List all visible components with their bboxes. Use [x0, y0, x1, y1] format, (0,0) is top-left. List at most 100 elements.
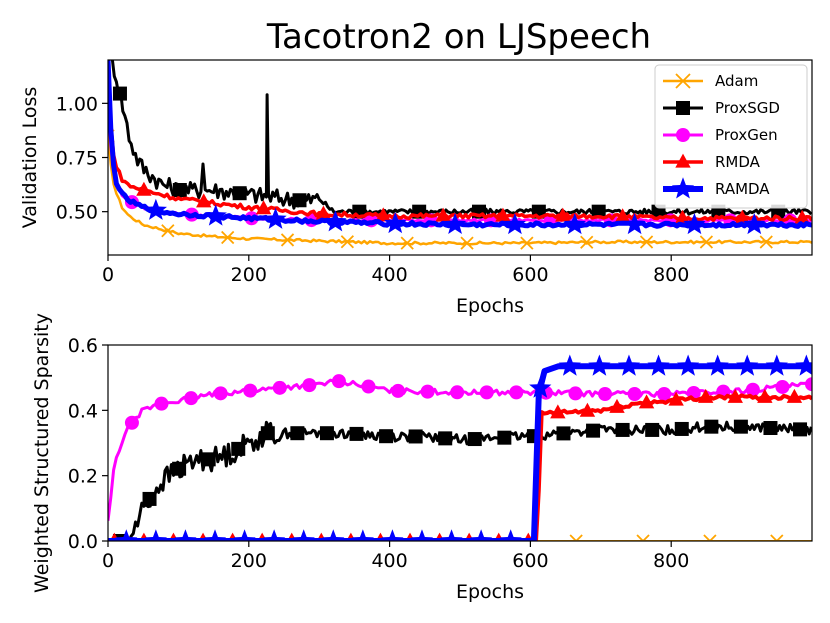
marker-proxgen — [657, 387, 672, 401]
marker-rmda — [315, 205, 332, 220]
marker-ramda — [443, 212, 467, 235]
y-tick-label: 0.0 — [68, 531, 98, 553]
marker-proxsgd — [408, 429, 423, 444]
marker-rmda — [375, 207, 391, 222]
marker-proxgen — [391, 383, 406, 398]
marker-rmda — [614, 208, 631, 223]
marker-rmda — [435, 207, 451, 222]
marker-ramda — [115, 529, 138, 541]
x-tick-label: 0 — [102, 550, 114, 572]
marker-proxsgd — [260, 426, 275, 441]
marker-proxgen — [243, 383, 258, 398]
marker-ramda — [351, 529, 374, 541]
y-tick-label: 0.4 — [68, 400, 98, 422]
marker-proxsgd — [231, 441, 246, 456]
marker-ramda — [381, 529, 404, 541]
marker-rmda — [136, 181, 152, 196]
marker-proxgen — [124, 415, 139, 430]
marker-ramda — [263, 529, 286, 541]
y-tick-label: 0.50 — [56, 202, 98, 224]
marker-proxsgd — [704, 419, 719, 434]
marker-proxgen — [450, 385, 465, 400]
validation-loss-panel: 0 200 400 600 800 0.50 0.75 1.00 Epochs Validatio… — [19, 59, 813, 317]
marker-rmda — [495, 207, 511, 222]
x-axis-label: Epochs — [456, 581, 524, 603]
marker-ramda — [647, 354, 670, 376]
marker-rmda — [555, 207, 571, 222]
marker-ramda — [617, 354, 641, 376]
marker-ramda — [499, 529, 522, 541]
series-ramda — [108, 354, 812, 541]
marker-proxgen — [775, 379, 790, 394]
marker-ramda — [440, 529, 463, 541]
marker-rmda — [757, 388, 773, 403]
plot-area — [108, 60, 812, 250]
sparsity-panel: 0 200 400 600 800 0.0 0.2 0.4 0.6 Epochs Weighted … — [31, 313, 813, 603]
legend-marker — [675, 153, 691, 168]
marker-ramda — [503, 212, 527, 235]
marker-proxgen — [361, 379, 376, 394]
marker-rmda — [255, 200, 272, 215]
marker-rmda — [786, 388, 803, 403]
legend-label: ProxSGD — [715, 99, 780, 117]
marker-ramda — [204, 204, 227, 226]
marker-proxgen — [805, 377, 812, 392]
marker-ramda — [683, 212, 706, 235]
legend: Adam ProxSGD ProxGen RMDA RAMDA — [654, 64, 808, 209]
marker-proxsgd — [172, 183, 187, 197]
marker-adam — [460, 236, 474, 250]
marker-proxsgd — [586, 423, 601, 438]
marker-ramda — [588, 354, 611, 376]
series-proxsgd — [108, 419, 812, 541]
marker-ramda — [558, 354, 581, 376]
x-tick-label: 0 — [102, 264, 114, 286]
series-adam — [108, 129, 812, 250]
marker-ramda — [233, 529, 256, 541]
marker-proxsgd — [733, 419, 748, 434]
series-line-adam — [108, 134, 812, 246]
marker-rmda — [196, 193, 212, 208]
marker-proxsgd — [232, 186, 247, 201]
axes-frame — [107, 344, 813, 542]
marker-proxsgd — [438, 431, 453, 446]
marker-adam — [759, 235, 773, 249]
marker-rmda — [668, 391, 684, 406]
chart-title: Tacotron2 on LJSpeech — [266, 17, 651, 57]
marker-proxgen — [272, 380, 287, 395]
marker-rmda — [579, 402, 596, 417]
marker-proxgen — [627, 387, 642, 401]
marker-proxgen — [598, 387, 613, 401]
marker-ramda — [144, 198, 167, 220]
marker-ramda — [324, 210, 347, 232]
marker-proxgen — [420, 384, 435, 399]
legend-label: Adam — [715, 72, 758, 90]
series-line-rmda — [108, 393, 812, 541]
marker-proxsgd — [319, 426, 334, 441]
marker-rmda — [638, 394, 655, 409]
legend-marker — [671, 177, 695, 199]
series-proxgen — [108, 374, 812, 521]
marker-rmda — [697, 388, 714, 403]
y-axis-label: Weighted Structured Sparsity — [31, 313, 53, 593]
marker-adam — [699, 235, 714, 249]
marker-proxsgd — [172, 461, 187, 476]
marker-proxgen — [331, 374, 346, 389]
x-tick-label: 600 — [512, 550, 548, 572]
marker-ramda — [743, 212, 766, 235]
x-tick-label: 400 — [371, 550, 407, 572]
legend-marker — [676, 128, 690, 142]
legend-marker — [676, 101, 690, 115]
marker-adam — [400, 236, 414, 250]
marker-proxgen — [509, 385, 524, 400]
marker-adam — [340, 235, 354, 249]
y-tick-label: 0.6 — [68, 335, 98, 357]
marker-proxgen — [479, 385, 494, 400]
marker-ramda — [623, 212, 646, 235]
marker-rmda — [550, 404, 566, 419]
marker-ramda — [410, 529, 434, 541]
marker-ramda — [765, 354, 788, 376]
series-line-proxsgd — [108, 420, 812, 541]
marker-adam — [580, 235, 594, 249]
marker-proxsgd — [497, 430, 512, 445]
